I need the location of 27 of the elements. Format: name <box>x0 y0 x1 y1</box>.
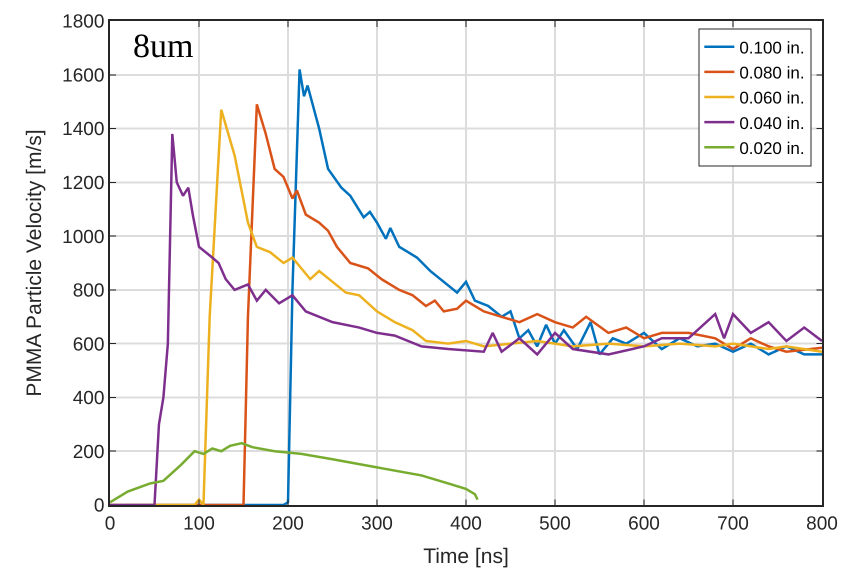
legend-label: 0.100 in. <box>739 38 805 58</box>
legend-label: 0.080 in. <box>739 64 805 83</box>
annotation: 8um <box>133 28 194 65</box>
y-tick-label: 800 <box>72 280 104 302</box>
line-series <box>110 442 479 504</box>
x-axis-title: Time [ns] <box>423 545 509 568</box>
x-tick-label: 500 <box>539 514 571 535</box>
legend-label: 0.060 in. <box>739 88 805 108</box>
legend-label: 0.040 in. <box>739 114 805 133</box>
y-tick-label: 600 <box>72 334 104 356</box>
x-tick-label: 100 <box>183 514 215 535</box>
y-axis-title: PMMA Particle Velocity [m/s] <box>22 129 46 397</box>
x-tick-label: 200 <box>272 514 304 535</box>
y-tick-label: 1800 <box>62 12 104 33</box>
x-tick-label: 300 <box>361 514 393 535</box>
y-tick-label: 0 <box>94 496 104 517</box>
x-tick-label: 600 <box>628 514 660 535</box>
y-tick-label: 1000 <box>62 226 104 248</box>
y-tick-label: 1200 <box>62 172 104 194</box>
y-tick-label: 200 <box>72 442 104 463</box>
x-tick-label: 400 <box>450 514 482 535</box>
y-tick-label: 1400 <box>62 119 104 140</box>
x-tick-label: 800 <box>806 514 838 535</box>
x-tick-label: 700 <box>717 514 749 535</box>
legend-label: 0.020 in. <box>739 138 805 158</box>
y-tick-label: 400 <box>72 388 104 410</box>
y-tick-label: 1600 <box>62 65 104 86</box>
